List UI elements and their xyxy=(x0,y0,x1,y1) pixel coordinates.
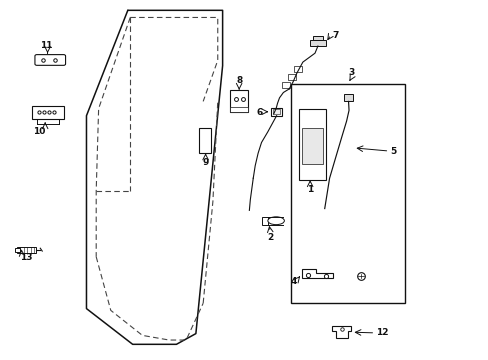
Text: 10: 10 xyxy=(33,127,45,136)
Bar xyxy=(199,128,211,153)
Text: 1: 1 xyxy=(306,185,313,194)
Bar xyxy=(18,247,36,252)
FancyBboxPatch shape xyxy=(32,106,63,119)
Text: 3: 3 xyxy=(347,68,354,77)
Bar xyxy=(229,90,248,112)
Bar xyxy=(293,66,301,72)
Polygon shape xyxy=(301,269,333,278)
Text: 12: 12 xyxy=(375,328,387,337)
Bar xyxy=(287,74,295,80)
Ellipse shape xyxy=(267,217,284,225)
Bar xyxy=(309,40,325,46)
Bar xyxy=(344,94,352,102)
Text: 7: 7 xyxy=(331,31,338,40)
Text: 6: 6 xyxy=(256,108,263,117)
Text: 8: 8 xyxy=(236,76,242,85)
Text: 2: 2 xyxy=(266,233,273,242)
FancyBboxPatch shape xyxy=(35,55,65,65)
Bar xyxy=(282,82,289,88)
Bar xyxy=(301,128,322,164)
Bar xyxy=(312,36,323,40)
Text: 4: 4 xyxy=(290,277,296,286)
Bar xyxy=(261,217,267,225)
Text: 11: 11 xyxy=(41,41,53,50)
Text: 9: 9 xyxy=(202,158,208,167)
Polygon shape xyxy=(331,327,351,338)
Bar xyxy=(15,248,20,252)
Bar xyxy=(271,108,282,116)
Text: 5: 5 xyxy=(389,147,396,156)
Bar xyxy=(273,109,280,114)
Bar xyxy=(298,109,325,180)
Bar xyxy=(229,107,248,112)
Bar xyxy=(290,84,404,303)
Text: 13: 13 xyxy=(20,253,32,262)
